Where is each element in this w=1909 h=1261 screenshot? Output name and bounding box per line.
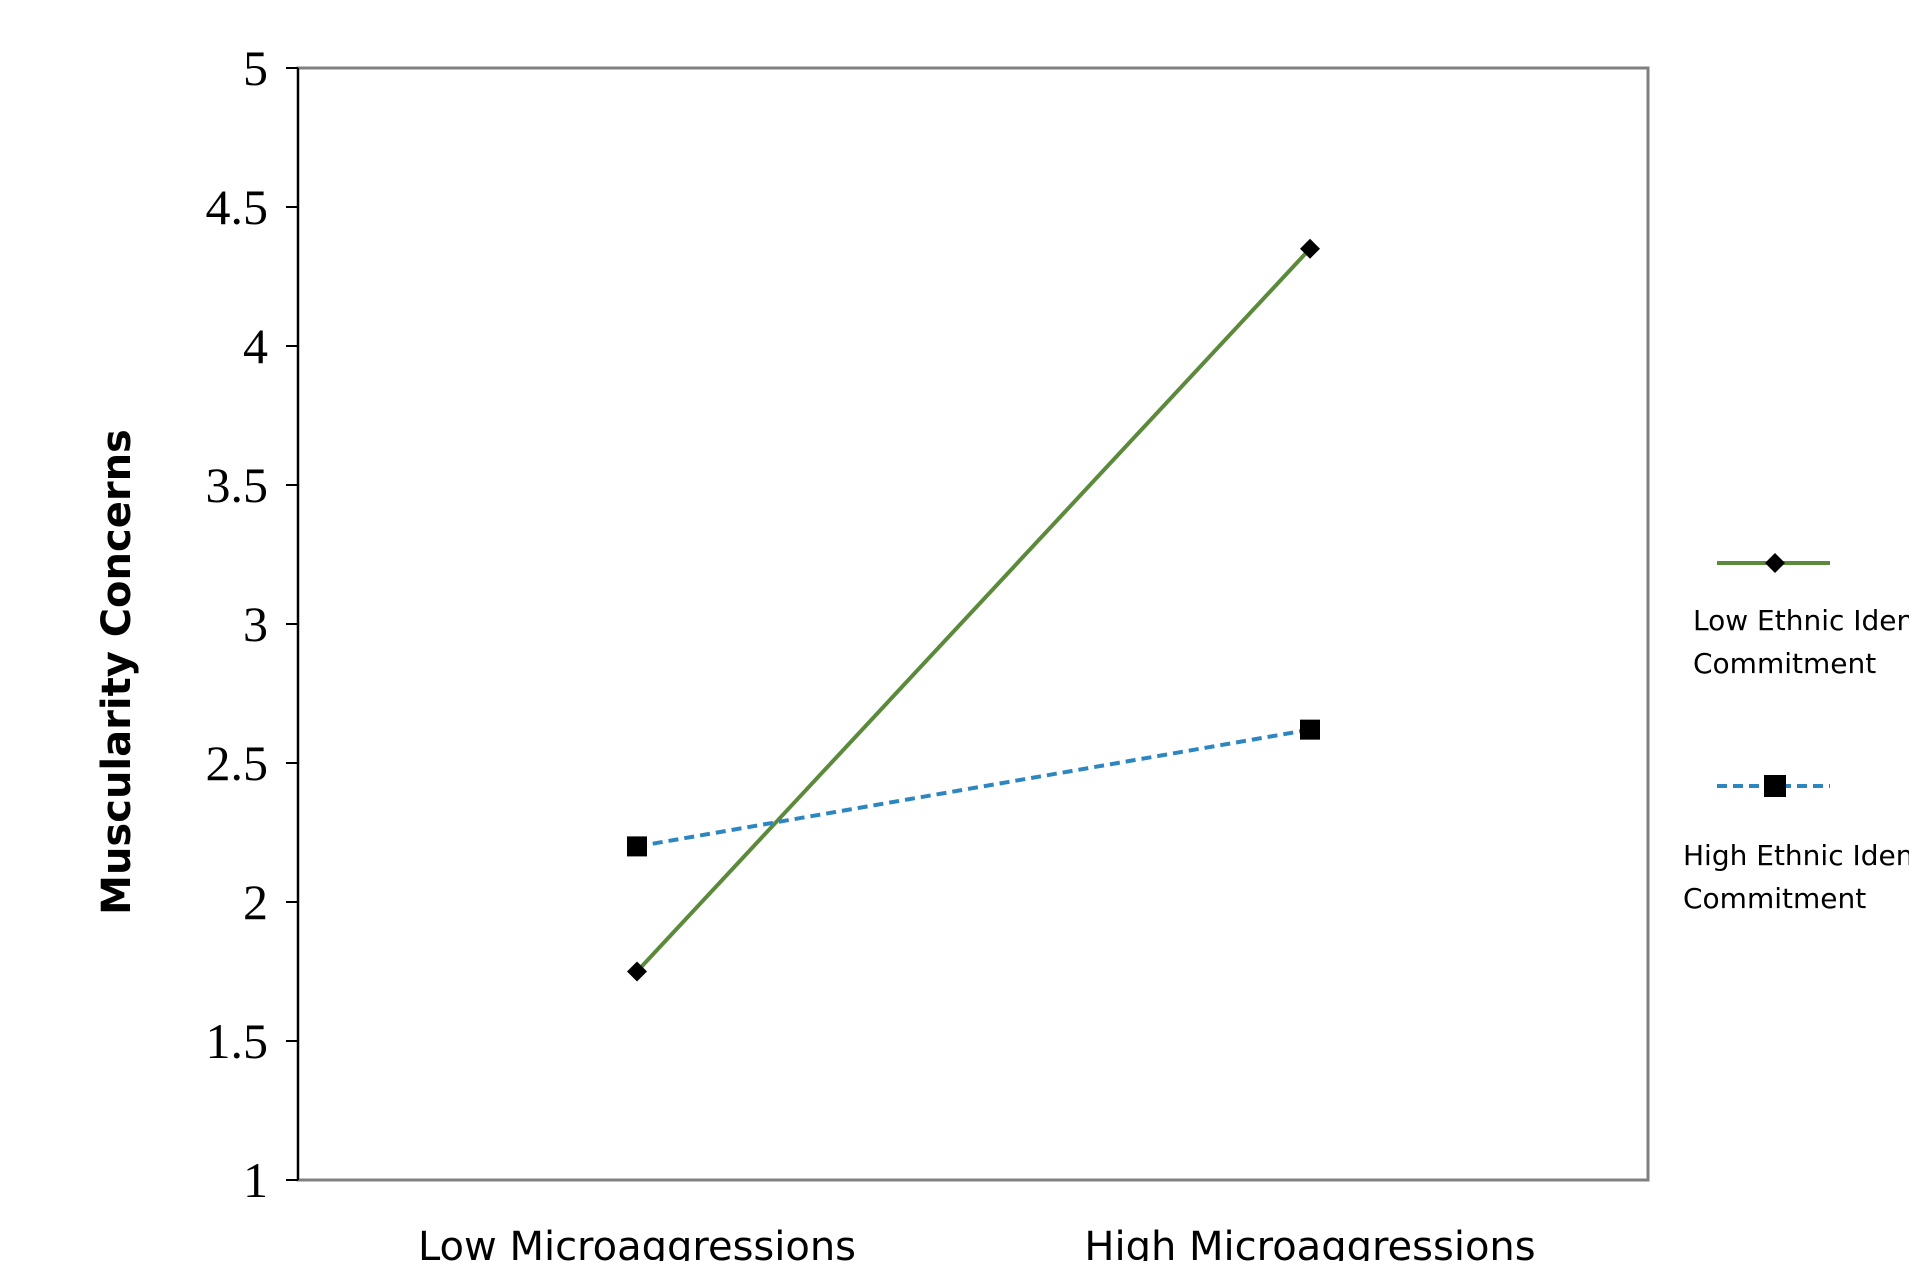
- y-axis-label: Muscularity Concerns: [94, 429, 140, 915]
- legend-label-line1: Low Ethnic Identity: [1693, 604, 1909, 637]
- x-axis: Low Microaggressions High Microaggression…: [418, 1224, 1536, 1261]
- y-tick-label: 2: [243, 874, 268, 930]
- data-point-marker: [627, 961, 647, 982]
- y-tick-label: 2.5: [206, 735, 269, 791]
- y-tick-label: 1: [243, 1152, 268, 1208]
- legend-label-line2: Commitment: [1683, 882, 1866, 915]
- data-point-marker: [1300, 238, 1320, 259]
- data-point-marker: [1300, 719, 1320, 740]
- y-tick-label: 4.5: [206, 179, 269, 235]
- x-category-label: Low Microaggressions: [418, 1224, 856, 1261]
- legend: Low Ethnic IdentityCommitmentHigh Ethnic…: [1683, 553, 1909, 915]
- plot-frame: [296, 66, 1650, 1182]
- series-line: [636, 727, 1311, 849]
- y-tick-label: 1.5: [206, 1013, 269, 1069]
- series-1: [627, 238, 1320, 982]
- series-line: [635, 247, 1312, 973]
- x-category-label: High Microaggressions: [1084, 1224, 1535, 1261]
- legend-entry-1: Low Ethnic Identity Commitment: [1693, 553, 1909, 680]
- y-tick-label: 4: [243, 318, 268, 374]
- legend-entry-2: High Ethnic Identity Commitment: [1683, 775, 1909, 915]
- legend-marker: [1765, 553, 1785, 573]
- legend-label-line2: Commitment: [1693, 647, 1876, 680]
- series-layer: [627, 238, 1320, 982]
- series-2: [627, 719, 1320, 857]
- y-tick-label: 3: [243, 596, 268, 652]
- data-point-marker: [627, 836, 647, 857]
- legend-label-line1: High Ethnic Identity: [1683, 839, 1909, 872]
- legend-marker: [1764, 775, 1786, 797]
- y-tick-label: 5: [243, 40, 268, 96]
- y-tick-label: 3.5: [206, 457, 269, 513]
- y-axis: 1 1.5 2 2.5 3 3.5 4 4.5 5: [206, 40, 299, 1208]
